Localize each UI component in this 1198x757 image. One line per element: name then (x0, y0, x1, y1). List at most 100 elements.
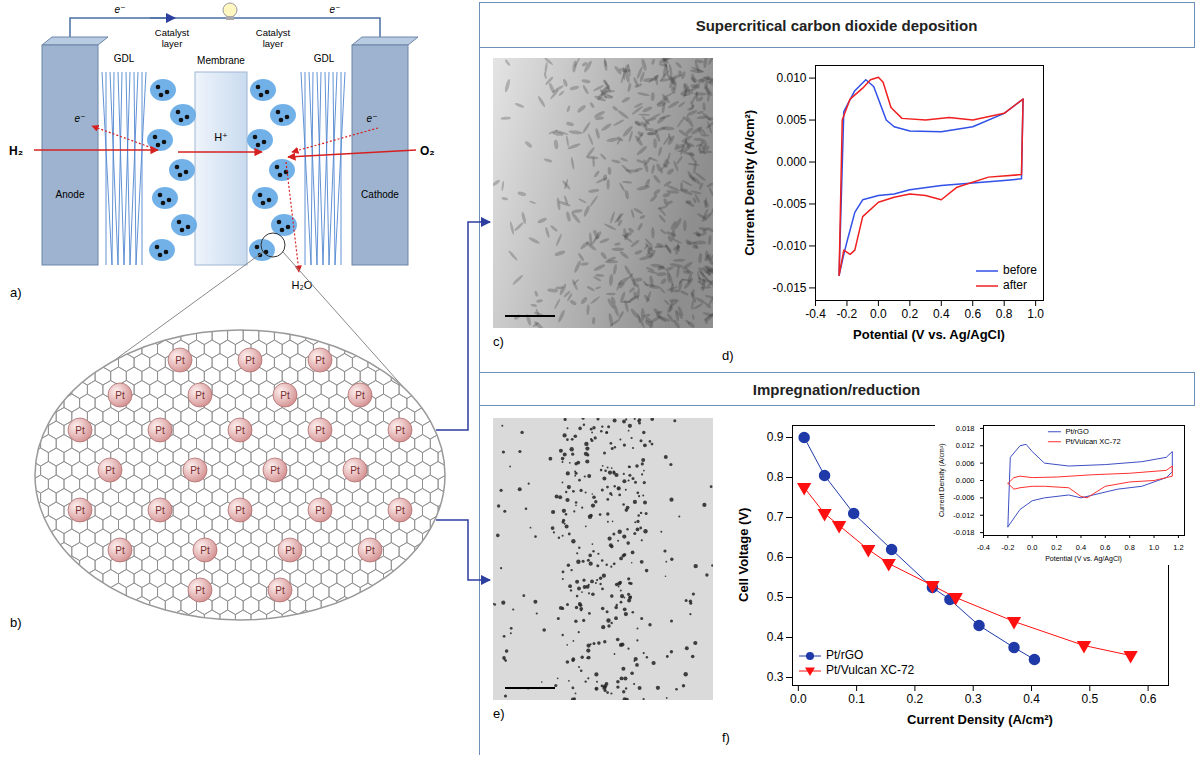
svg-text:Catalyst: Catalyst (256, 27, 291, 38)
html-text:Potential (V vs. Ag/AgCl): Potential (V vs. Ag/AgCl) (853, 327, 1005, 343)
svg-text:Pt: Pt (315, 425, 325, 436)
svg-text:Pt: Pt (285, 545, 295, 556)
svg-text:Pt: Pt (195, 390, 205, 401)
svg-text:Anode: Anode (56, 189, 85, 200)
svg-text:Membrane: Membrane (197, 55, 245, 66)
svg-text:0.005: 0.005 (776, 113, 806, 127)
svg-text:Pt: Pt (365, 545, 375, 556)
svg-text:GDL: GDL (114, 53, 135, 64)
svg-text:Pt: Pt (75, 505, 85, 516)
svg-text:Cathode: Cathode (361, 189, 399, 200)
svg-text:0.6: 0.6 (767, 550, 784, 564)
svg-text:Pt: Pt (315, 355, 325, 366)
svg-text:-0.2: -0.2 (837, 307, 858, 321)
svg-text:0.2: 0.2 (907, 692, 924, 706)
svg-text:-0.4: -0.4 (977, 543, 990, 552)
svg-text:0.3: 0.3 (767, 670, 784, 684)
svg-text:0.000: 0.000 (776, 155, 806, 169)
svg-text:-0.018: -0.018 (953, 528, 974, 537)
svg-text:0.8: 0.8 (1124, 543, 1134, 552)
svg-text:0.8: 0.8 (996, 307, 1013, 321)
html-text:Current Density (A/cm²): Current Density (A/cm²) (741, 109, 757, 256)
svg-text:1.2: 1.2 (1173, 543, 1183, 552)
svg-text:-0.012: -0.012 (953, 511, 974, 520)
svg-text:0.4: 0.4 (1023, 692, 1040, 706)
svg-text:0.6: 0.6 (1140, 692, 1157, 706)
svg-text:Pt: Pt (315, 505, 325, 516)
svg-text:0.5: 0.5 (1081, 692, 1098, 706)
svg-text:0.018: 0.018 (956, 424, 975, 433)
svg-text:0.3: 0.3 (965, 692, 982, 706)
svg-text:Pt: Pt (75, 425, 85, 436)
svg-text:Pt: Pt (355, 390, 365, 401)
svg-text:Pt: Pt (235, 425, 245, 436)
svg-text:0.9: 0.9 (767, 430, 784, 444)
html-text:Pt/Vulcan XC-72: Pt/Vulcan XC-72 (826, 663, 915, 678)
svg-text:Pt: Pt (175, 355, 185, 366)
svg-text:0.4: 0.4 (933, 307, 950, 321)
svg-text:-0.015: -0.015 (772, 281, 806, 295)
svg-text:0.010: 0.010 (776, 71, 806, 85)
svg-text:-0.006: -0.006 (953, 493, 974, 502)
html-text:Current Density (A/cm²): Current Density (A/cm²) (907, 712, 1053, 728)
html-text:Cell Voltage (V): Cell Voltage (V) (736, 507, 752, 603)
svg-text:layer: layer (162, 38, 183, 49)
svg-text:e⁻: e⁻ (367, 113, 378, 124)
svg-text:Pt: Pt (195, 585, 205, 596)
html-text:Impregnation/reduction: Impregnation/reduction (752, 380, 921, 398)
svg-text:Pt: Pt (275, 585, 285, 596)
svg-text:0.0: 0.0 (790, 692, 807, 706)
svg-text:0.0: 0.0 (870, 307, 887, 321)
svg-text:0.8: 0.8 (767, 470, 784, 484)
svg-text:e⁻: e⁻ (75, 113, 86, 124)
svg-text:e⁻: e⁻ (330, 4, 341, 15)
svg-text:Catalyst: Catalyst (155, 27, 190, 38)
svg-text:0.6: 0.6 (1100, 543, 1110, 552)
svg-text:0.5: 0.5 (767, 590, 784, 604)
svg-text:0.006: 0.006 (956, 459, 975, 468)
svg-text:Pt: Pt (235, 505, 245, 516)
svg-text:Pt: Pt (245, 355, 255, 366)
svg-text:Pt: Pt (115, 545, 125, 556)
svg-text:H⁺: H⁺ (214, 131, 228, 143)
html-text:Pt/rGO: Pt/rGO (826, 647, 864, 662)
svg-text:e⁻: e⁻ (115, 4, 126, 15)
svg-text:0.4: 0.4 (1076, 543, 1086, 552)
svg-text:Pt: Pt (350, 465, 360, 476)
svg-text:-0.2: -0.2 (1001, 543, 1014, 552)
svg-text:Pt: Pt (395, 425, 405, 436)
html-text:after: after (1003, 278, 1027, 293)
svg-text:0.2: 0.2 (1051, 543, 1061, 552)
html-text:b): b) (10, 615, 22, 630)
html-text:Supercritical carbon dioxide d: Supercritical carbon dioxide deposition (695, 16, 978, 34)
svg-text:0.7: 0.7 (767, 510, 784, 524)
svg-text:1.0: 1.0 (1149, 543, 1159, 552)
svg-text:0.4: 0.4 (767, 630, 784, 644)
svg-text:Pt: Pt (395, 505, 405, 516)
svg-text:0.2: 0.2 (902, 307, 919, 321)
svg-text:GDL: GDL (314, 53, 335, 64)
html-text:before: before (1003, 262, 1037, 277)
svg-text:0.000: 0.000 (956, 476, 975, 485)
svg-text:Pt: Pt (280, 390, 290, 401)
svg-text:0.1: 0.1 (848, 692, 865, 706)
svg-text:O₂: O₂ (420, 144, 435, 158)
svg-text:Pt: Pt (105, 465, 115, 476)
svg-text:Pt: Pt (155, 425, 165, 436)
svg-text:0.6: 0.6 (964, 307, 981, 321)
svg-text:layer: layer (263, 38, 284, 49)
svg-text:Pt: Pt (190, 465, 200, 476)
svg-text:H₂O: H₂O (292, 279, 313, 291)
svg-text:Pt: Pt (270, 465, 280, 476)
html-text:a): a) (10, 285, 22, 300)
svg-text:Pt: Pt (200, 545, 210, 556)
svg-text:0.0: 0.0 (1027, 543, 1037, 552)
svg-text:Pt: Pt (115, 390, 125, 401)
svg-text:0.012: 0.012 (956, 441, 975, 450)
svg-text:-0.005: -0.005 (772, 197, 806, 211)
svg-text:Pt: Pt (155, 505, 165, 516)
svg-text:1.0: 1.0 (1027, 307, 1044, 321)
svg-text:-0.010: -0.010 (772, 239, 806, 253)
svg-text:H₂: H₂ (9, 144, 23, 158)
svg-text:-0.4: -0.4 (805, 307, 826, 321)
